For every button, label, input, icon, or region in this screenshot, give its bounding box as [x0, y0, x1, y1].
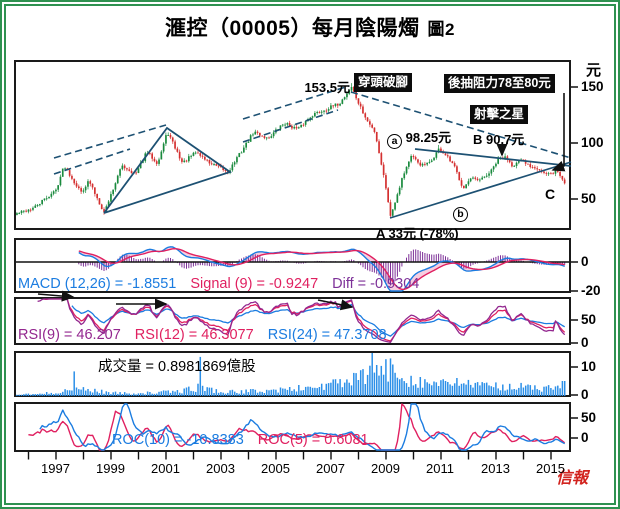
roc5-value: ROC(5) = 0.6081 [257, 432, 369, 448]
axis-tick-label: 50 [581, 312, 597, 327]
axis-tick-label: 0 [581, 335, 589, 350]
axis-tick-label: 0 [581, 430, 589, 445]
title-main: 滙控（00005）每月陰陽燭 [165, 17, 420, 40]
signal-value: Signal (9) = -0.9247 [190, 276, 319, 292]
axis-tick-label: 0 [581, 254, 589, 269]
year-label: 1999 [96, 461, 125, 476]
rsi12-value: RSI(12) = 46.3077 [134, 327, 254, 343]
point-b-label: B 90.7元 [473, 132, 525, 147]
rsi9-value: RSI(9) = 46.207 [18, 327, 121, 343]
year-label: 1997 [41, 461, 70, 476]
axis-tick-label: 100 [581, 135, 604, 150]
axis-tick-label: 0 [581, 387, 589, 402]
diff-value: Diff = -0.9304 [332, 276, 420, 292]
roc-values-row: ROC(10) = -10.8383 ROC(5) = 0.6081 [112, 432, 383, 448]
rsi24-value: RSI(24) = 47.3708 [267, 327, 387, 343]
axis-tick-label: 150 [581, 79, 604, 94]
rsi-values-row: RSI(9) = 46.207 RSI(12) = 46.3077 RSI(24) … [18, 327, 401, 343]
year-label: 2015 [536, 461, 565, 476]
year-label: 2011 [426, 461, 454, 476]
point-a-high-label: a 98.25元 [387, 127, 451, 149]
peak-price-label: 153.5元 [304, 80, 350, 95]
circle-b-marker: b [453, 202, 468, 222]
roc10-value: ROC(10) = -10.8383 [112, 432, 244, 448]
year-label: 2013 [481, 461, 510, 476]
year-label: 2007 [316, 461, 345, 476]
axis-tick-label: 50 [581, 410, 597, 425]
pierce-pattern-tag: 穿頭破腳 [354, 73, 413, 92]
price-unit-label: 元 [586, 62, 602, 79]
macd-value: MACD (12,26) = -1.8551 [18, 276, 177, 292]
axis-tick-label: 10 [581, 359, 597, 374]
point-c-label: C [545, 186, 556, 202]
title-figure: 圖2 [427, 20, 455, 39]
year-label: 2003 [206, 461, 235, 476]
year-label: 2001 [151, 461, 180, 476]
macd-values-row: MACD (12,26) = -1.8551 Signal (9) = -0.92… [18, 276, 433, 292]
year-label: 2005 [261, 461, 290, 476]
circle-a-marker: a [387, 134, 402, 149]
page-title: 滙控（00005）每月陰陽燭 圖2 [0, 12, 620, 42]
year-label: 2009 [371, 461, 400, 476]
volume-value: 成交量 = 0.8981869億股 [98, 359, 256, 375]
shooting-star-tag: 射擊之星 [470, 105, 529, 124]
resistance-tag: 後抽阻力78至80元 [444, 74, 555, 93]
axis-tick-label: 50 [581, 191, 597, 206]
point-a-low-label: A 33元 (-78%) [376, 226, 459, 241]
publisher-logo: 信報 [556, 470, 589, 487]
volume-panel [14, 351, 571, 397]
axis-tick-label: -20 [581, 283, 601, 298]
